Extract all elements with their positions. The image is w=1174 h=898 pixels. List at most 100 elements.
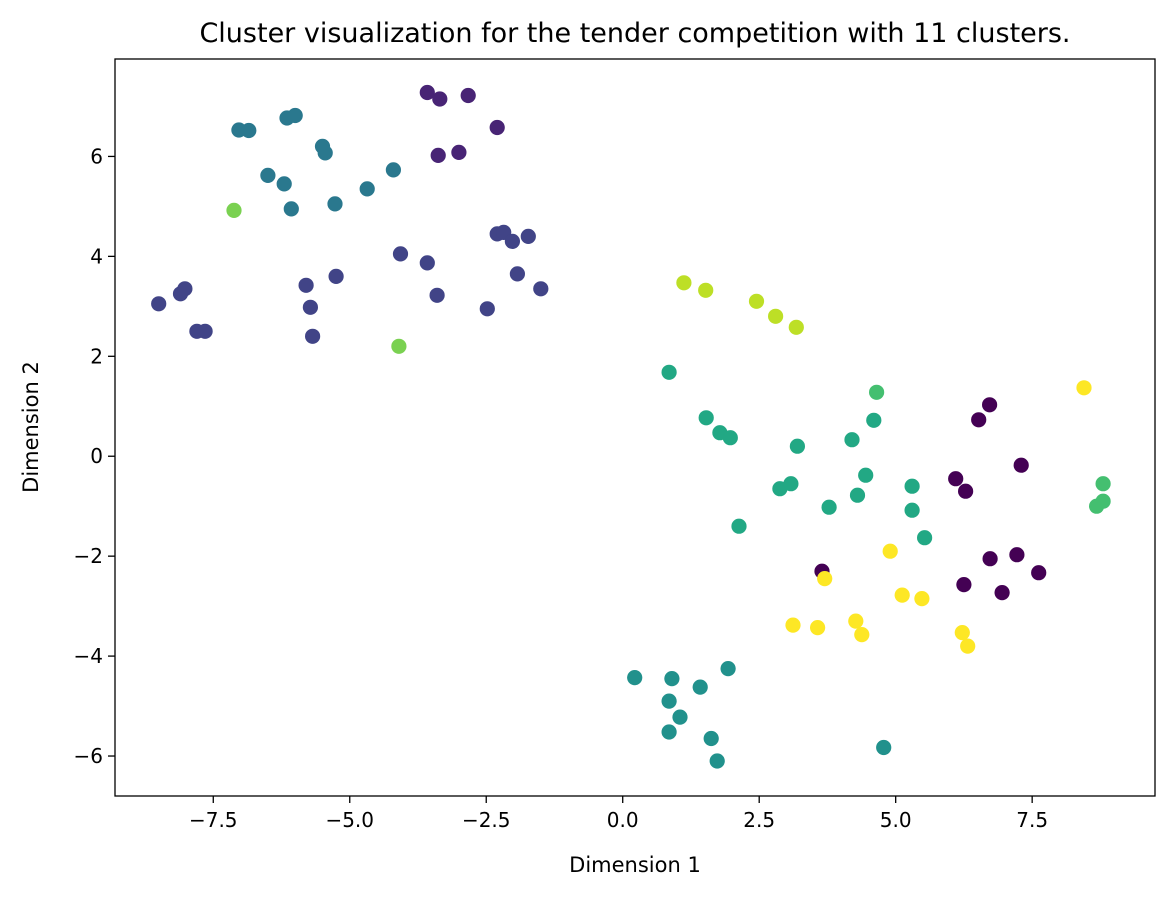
point-cluster-0-5 [982,551,998,567]
point-cluster-9-8 [854,627,870,643]
point-cluster-0-0 [971,412,987,428]
point-cluster-8-4 [788,319,804,335]
point-cluster-3-8 [283,201,299,217]
point-cluster-9-10 [960,638,976,654]
point-cluster-2-5 [298,277,314,293]
point-cluster-2-8 [328,268,344,284]
point-cluster-2-7 [305,328,321,344]
point-cluster-1-0 [419,84,435,101]
point-cluster-2-17 [479,301,495,317]
point-cluster-5-4 [789,438,806,454]
x-tick-label: −2.5 [462,808,511,832]
point-cluster-1-4 [430,147,446,163]
point-cluster-1-1 [432,91,448,107]
point-cluster-5-0 [661,364,677,380]
point-cluster-5-3 [722,430,738,446]
point-cluster-9-9 [954,625,970,641]
point-cluster-2-11 [429,287,445,303]
point-cluster-9-4 [914,591,930,607]
point-cluster-6-3 [1089,498,1105,514]
x-tick-label: −7.5 [189,808,238,832]
y-tick-label: 4 [90,244,103,268]
plot-frame [114,58,1156,797]
point-cluster-8-1 [698,282,714,298]
x-axis-ticks: −7.5 −5.0 −2.5 0.0 2.5 5.0 7.5 [189,796,1048,832]
y-tick-label: −4 [74,644,103,668]
point-cluster-8-3 [768,308,784,324]
point-cluster-4-7 [703,730,719,747]
point-cluster-0-3 [948,471,964,487]
x-tick-label: 0.0 [607,808,639,832]
point-cluster-2-15 [520,228,536,244]
point-cluster-4-2 [692,679,708,695]
point-cluster-3-10 [359,181,375,197]
point-cluster-4-5 [672,709,688,725]
point-cluster-5-5 [844,432,860,448]
point-cluster-5-13 [904,502,920,518]
point-cluster-0-6 [1009,547,1025,563]
point-cluster-8-0 [676,275,692,291]
point-cluster-0-4 [958,483,974,499]
point-cluster-5-11 [849,487,866,503]
point-cluster-6-1 [1095,476,1111,492]
x-tick-label: 7.5 [1016,808,1048,832]
point-cluster-2-9 [392,246,409,262]
point-cluster-3-6 [260,167,276,183]
chart-title: Cluster visualization for the tender com… [199,18,1070,49]
x-tick-label: 2.5 [743,808,775,832]
point-cluster-2-6 [302,299,318,315]
point-cluster-1-2 [460,87,476,104]
point-cluster-2-14 [504,233,520,249]
point-cluster-6-0 [869,384,885,400]
point-cluster-9-1 [882,543,898,559]
x-tick-label: −5.0 [325,808,374,832]
point-cluster-0-8 [956,577,972,593]
point-cluster-9-3 [894,587,910,603]
point-cluster-4-8 [709,753,725,769]
point-cluster-0-7 [1031,565,1047,581]
point-cluster-4-9 [876,739,892,756]
y-tick-label: −6 [74,744,103,768]
point-cluster-3-9 [327,196,343,212]
point-cluster-3-5 [317,145,333,161]
point-cluster-4-4 [661,693,677,709]
point-cluster-2-2 [177,281,193,297]
point-cluster-5-9 [783,476,799,492]
data-points [151,84,1111,769]
point-cluster-5-6 [866,412,882,428]
y-tick-label: 0 [90,444,103,468]
point-cluster-9-6 [810,620,826,636]
point-cluster-7-1 [391,338,407,354]
point-cluster-2-16 [509,266,525,282]
point-cluster-4-1 [664,671,680,687]
x-tick-label: 5.0 [880,808,912,832]
point-cluster-3-11 [385,162,401,178]
point-cluster-4-0 [627,670,643,686]
y-axis-label: Dimension 2 [19,361,43,493]
point-cluster-5-10 [821,499,837,515]
point-cluster-1-5 [451,144,467,160]
point-cluster-3-1 [241,122,257,139]
point-cluster-4-3 [720,661,736,677]
point-cluster-5-1 [698,410,714,426]
point-cluster-9-7 [848,613,864,629]
point-cluster-5-12 [904,478,920,494]
y-tick-label: 2 [90,344,103,368]
point-cluster-4-6 [661,724,677,740]
point-cluster-5-14 [917,530,933,546]
point-cluster-8-2 [748,293,765,309]
point-cluster-9-0 [1076,380,1092,396]
y-tick-label: −2 [74,544,103,568]
point-cluster-9-5 [785,617,801,633]
point-cluster-3-3 [287,107,303,124]
point-cluster-5-15 [731,518,747,534]
point-cluster-0-1 [982,397,998,413]
point-cluster-3-7 [276,176,292,192]
point-cluster-0-2 [1013,457,1029,473]
x-axis-label: Dimension 1 [569,853,701,877]
y-axis-ticks: −6 −4 −2 0 2 4 6 [74,144,115,768]
point-cluster-7-0 [226,202,242,218]
point-cluster-1-3 [489,119,505,136]
